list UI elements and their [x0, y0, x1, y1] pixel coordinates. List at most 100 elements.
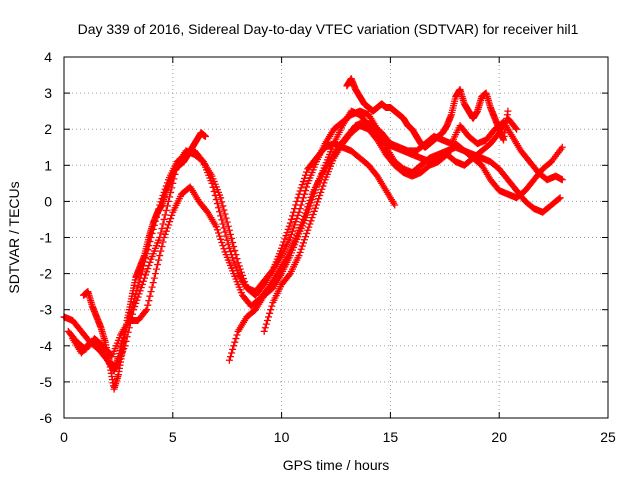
data-point-interp: [288, 212, 296, 220]
data-point-interp: [309, 210, 317, 218]
y-axis-label: SDTVAR / TECUs: [6, 181, 22, 293]
data-point-interp: [155, 256, 163, 264]
y-tick-label: -3: [40, 302, 53, 318]
x-tick-label: 15: [383, 429, 399, 445]
data-point-interp: [307, 217, 315, 225]
data-point-interp: [306, 202, 314, 210]
data-point-interp: [139, 277, 147, 285]
data-point-interp: [303, 229, 311, 237]
data-point-interp: [292, 218, 300, 226]
data-point-interp: [315, 195, 323, 203]
data-point-interp: [241, 278, 249, 286]
data-point: [286, 219, 294, 227]
data-point-interp: [224, 222, 232, 230]
data-point: [151, 270, 159, 278]
data-point-interp: [164, 221, 172, 229]
data-point-interp: [293, 215, 301, 223]
data-point-interp: [279, 241, 287, 249]
y-tick-label: -6: [40, 410, 53, 426]
chart-title: Day 339 of 2016, Sidereal Day-to-day VTE…: [78, 21, 579, 37]
data-point-interp: [159, 220, 167, 228]
data-point-interp: [299, 178, 307, 186]
data-point-interp: [291, 205, 299, 213]
data-point-interp: [308, 214, 316, 222]
data-point-interp: [288, 227, 296, 235]
data-point: [278, 244, 286, 252]
data-point-interp: [294, 194, 302, 202]
data-point: [138, 280, 146, 288]
data-point: [295, 252, 303, 260]
data-point-interp: [281, 235, 289, 243]
y-tick-label: 1: [44, 157, 52, 173]
data-point-interp: [147, 288, 155, 296]
data-point-interp: [127, 315, 135, 323]
x-tick-label: 0: [60, 429, 68, 445]
y-tick-label: -1: [40, 230, 53, 246]
data-point-interp: [229, 238, 237, 246]
data-point-interp: [305, 223, 313, 231]
data-point-interp: [222, 232, 230, 240]
data-point-interp: [213, 200, 221, 208]
data-point-interp: [230, 243, 238, 251]
data-point-interp: [283, 229, 291, 237]
data-point-interp: [226, 230, 234, 238]
data-point: [304, 226, 312, 234]
data-point-interp: [232, 263, 240, 271]
data-point-interp: [220, 224, 228, 232]
data-point: [217, 212, 225, 220]
data-point-interp: [162, 227, 170, 235]
data-point-interp: [162, 206, 170, 214]
y-tick-label: -4: [40, 338, 53, 354]
data-point-interp: [136, 287, 144, 295]
data-point-interp: [287, 230, 295, 238]
data-point-interp: [134, 293, 142, 301]
data-point: [391, 201, 399, 209]
data-point-interp: [133, 296, 141, 304]
data-point-interp: [291, 221, 299, 229]
data-point-interp: [232, 251, 240, 259]
data-point-interp: [287, 215, 295, 223]
data-point-interp: [242, 281, 250, 289]
data-point: [201, 132, 209, 140]
data-point: [504, 107, 512, 115]
data-point-interp: [132, 299, 140, 307]
data-point-interp: [223, 218, 231, 226]
axis-ticks: 0 5 10 15 20 25 -6 -5 -4 -3 -2 -1 0 1 2 3 4: [40, 49, 616, 445]
data-point-interp: [293, 197, 301, 205]
x-axis-label: GPS time / hours: [283, 457, 390, 473]
data-point-interp: [268, 302, 276, 310]
data-point-interp: [306, 220, 314, 228]
data-point-interp: [219, 202, 227, 210]
data-point-interp: [218, 198, 226, 206]
data-point-interp: [217, 235, 225, 243]
data-point-interp: [141, 274, 149, 282]
data-point-interp: [298, 181, 306, 189]
data-point-interp: [307, 199, 315, 207]
data-point-interp: [150, 274, 158, 282]
data-point-interp: [240, 275, 248, 283]
data-point-interp: [232, 335, 240, 343]
data-point-interp: [159, 238, 167, 246]
x-tick-label: 20: [491, 429, 507, 445]
data-point: [556, 194, 564, 202]
data-point: [156, 234, 164, 241]
data-point-interp: [148, 283, 156, 291]
data-point-interp: [280, 238, 288, 246]
y-tick-label: -5: [40, 374, 53, 390]
data-point-interp: [154, 261, 162, 269]
data-point-interp: [235, 262, 243, 270]
data-point-interp: [310, 189, 318, 197]
data-point-interp: [134, 282, 142, 290]
data-point-interp: [168, 211, 176, 219]
data-point-interp: [144, 265, 152, 273]
data-point-interp: [224, 240, 232, 248]
data-point-interp: [129, 310, 137, 318]
data-point-interp: [145, 261, 153, 269]
data-point-interp: [218, 216, 226, 224]
data-point-interp: [308, 196, 316, 204]
data-point-interp: [146, 292, 154, 300]
data-point-interp: [152, 265, 160, 273]
data-point-interp: [218, 238, 226, 246]
y-tick-label: 0: [44, 193, 52, 209]
